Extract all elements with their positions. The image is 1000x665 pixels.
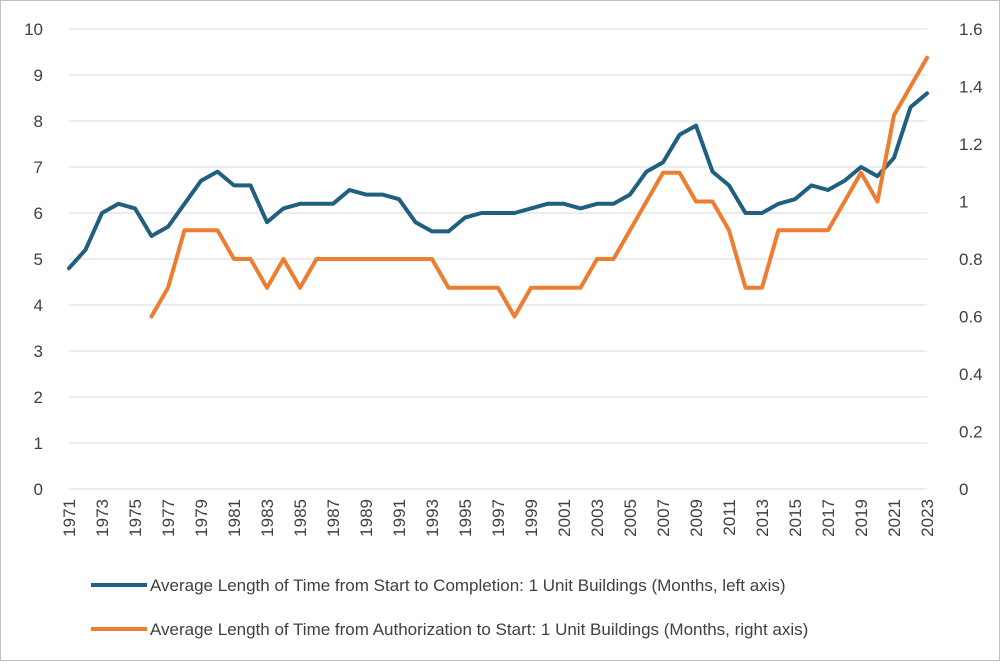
right-axis-tick-label: 0.6 xyxy=(959,308,983,327)
right-axis-tick-label: 1 xyxy=(959,193,968,212)
x-axis-tick-label: 2005 xyxy=(621,499,640,537)
x-axis-tick-label: 1977 xyxy=(159,499,178,537)
left-axis-tick-label: 10 xyxy=(24,20,43,39)
x-axis-tick-label: 2021 xyxy=(885,499,904,537)
x-axis-tick-label: 1987 xyxy=(324,499,343,537)
left-axis-tick-label: 8 xyxy=(34,112,43,131)
x-axis-tick-label: 1989 xyxy=(357,499,376,537)
x-axis-tick-label: 1999 xyxy=(522,499,541,537)
right-axis-ticks: 0 0.2 0.4 0.6 0.8 1 1.2 1.4 1.6 xyxy=(959,20,983,499)
left-axis-tick-label: 2 xyxy=(34,388,43,407)
x-axis-tick-label: 2001 xyxy=(555,499,574,537)
legend: Average Length of Time from Start to Com… xyxy=(91,576,808,639)
x-axis-tick-label: 2019 xyxy=(852,499,871,537)
right-axis-tick-label: 1.4 xyxy=(959,78,983,97)
right-axis-tick-label: 1.2 xyxy=(959,135,983,154)
x-axis-tick-label: 1981 xyxy=(225,499,244,537)
right-axis-tick-label: 1.6 xyxy=(959,20,983,39)
left-axis-tick-label: 4 xyxy=(34,296,43,315)
gridlines xyxy=(69,28,927,490)
x-axis-tick-label: 2003 xyxy=(588,499,607,537)
right-axis-tick-label: 0.8 xyxy=(959,250,983,269)
x-axis-tick-label: 2011 xyxy=(720,499,739,536)
left-axis-tick-label: 0 xyxy=(34,480,43,499)
x-axis-tick-label: 1993 xyxy=(423,499,442,537)
left-axis-tick-label: 3 xyxy=(34,342,43,361)
left-axis-tick-label: 5 xyxy=(34,250,43,269)
x-axis-tick-label: 1985 xyxy=(291,499,310,537)
right-axis-tick-label: 0 xyxy=(959,480,968,499)
x-axis-tick-label: 1997 xyxy=(489,499,508,537)
left-axis-tick-label: 1 xyxy=(34,434,43,453)
x-axis-tick-label: 2013 xyxy=(753,499,772,537)
legend-label-series-2: Average Length of Time from Authorizatio… xyxy=(150,620,808,639)
left-axis-tick-label: 9 xyxy=(34,66,43,85)
x-axis-ticks: 1971 1973 1975 1977 1979 1981 1983 1985 1987 1989… xyxy=(60,499,937,537)
x-axis-tick-label: 1975 xyxy=(126,499,145,537)
legend-label-series-1: Average Length of Time from Start to Com… xyxy=(150,576,786,595)
right-axis-tick-label: 0.4 xyxy=(959,365,983,384)
x-axis-tick-label: 1971 xyxy=(60,499,79,537)
x-axis-tick-label: 1991 xyxy=(390,499,409,537)
x-axis-tick-label: 2009 xyxy=(687,499,706,537)
x-axis-tick-label: 1983 xyxy=(258,499,277,537)
series-line-1 xyxy=(67,91,929,271)
x-axis-tick-label: 2023 xyxy=(918,499,937,537)
x-axis-tick-label: 2007 xyxy=(654,499,673,537)
x-axis-tick-label: 1973 xyxy=(93,499,112,537)
series-lines xyxy=(67,55,929,319)
x-axis-tick-label: 1995 xyxy=(456,499,475,537)
x-axis-tick-label: 2015 xyxy=(786,499,805,537)
left-axis-tick-label: 6 xyxy=(34,204,43,223)
right-axis-tick-label: 0.2 xyxy=(959,423,983,442)
x-axis-tick-label: 1979 xyxy=(192,499,211,537)
left-axis-ticks: 0 1 2 3 4 5 6 7 8 9 10 xyxy=(24,20,43,499)
series-line-2 xyxy=(149,55,929,319)
left-axis-tick-label: 7 xyxy=(34,158,43,177)
x-axis-tick-label: 2017 xyxy=(819,499,838,537)
